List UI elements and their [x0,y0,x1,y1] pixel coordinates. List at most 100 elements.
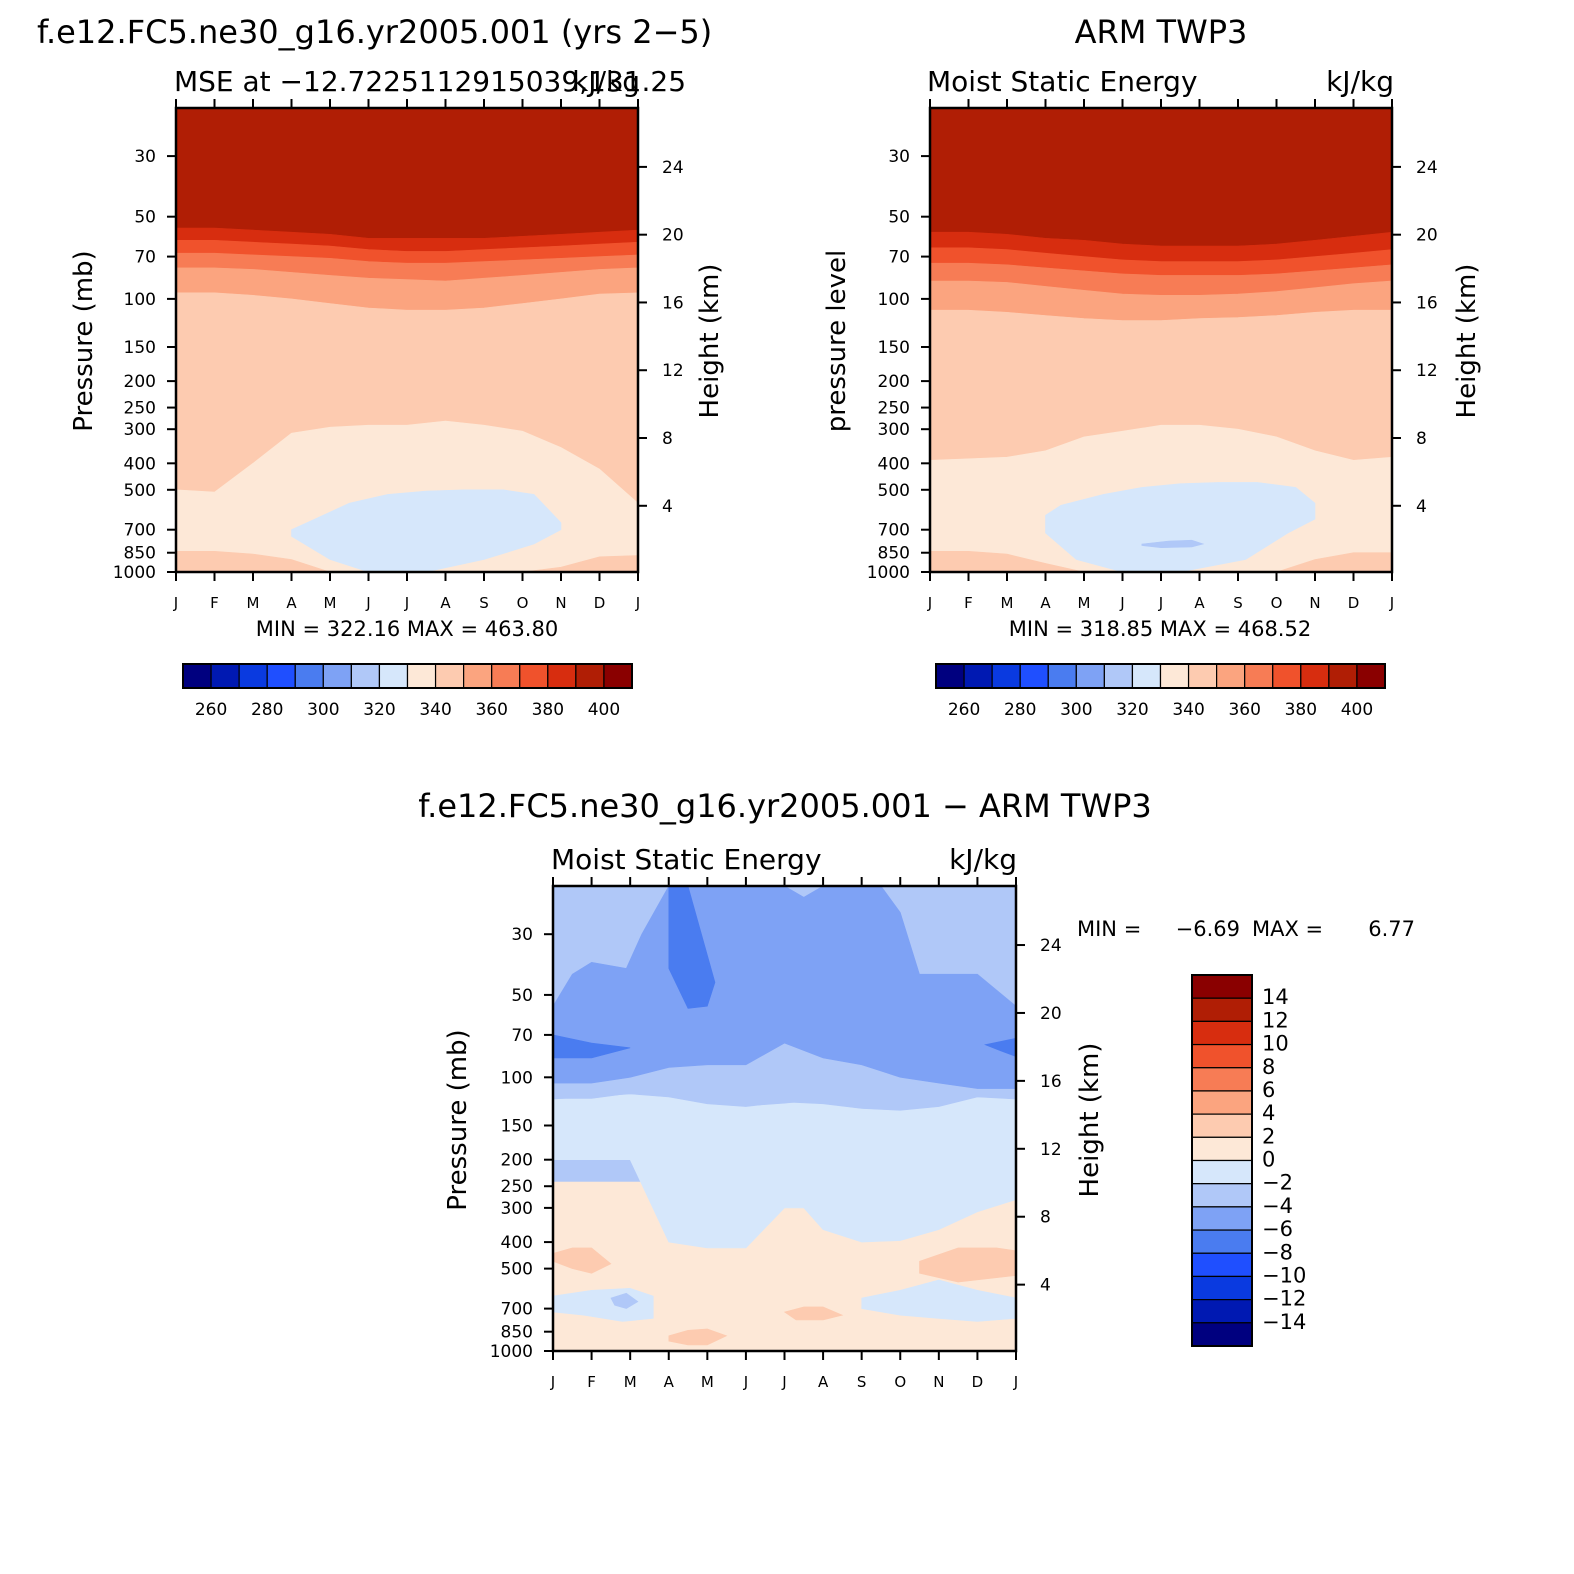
model-y2tick-label-4: 8 [662,429,673,449]
diff-xtick-label-12: J [1013,1373,1018,1391]
obs-colorbar-swatch-3 [1019,663,1049,689]
diff-colorbar-label-2: 10 [1262,1032,1289,1056]
model-ytick-label-10: 700 [124,521,156,541]
diff-colorbar-swatch-2 [1191,1020,1253,1046]
obs-colorbar-swatch-11 [1244,663,1274,689]
diff-colorbar-label-13: −12 [1262,1287,1306,1311]
panel-model-y2label: Height (km) [695,264,725,419]
model-colorbar-swatch-8 [406,663,437,689]
obs-xtick-label-2: M [1001,594,1014,612]
diff-ytick-label-8: 400 [501,1233,533,1253]
diff-colorbar-frame [1191,974,1253,1347]
model-xtick-label-12: J [635,594,640,612]
diff-colorbar-swatch-1 [1191,997,1253,1022]
panel-diff-stats-min-value: −6.69 [1176,917,1240,941]
panel-diff-units-label: kJ/kg [949,843,1017,876]
obs-colorbar-swatch-4 [1047,663,1077,689]
obs-colorbar-swatch-1 [963,663,993,689]
diff-ytick-label-4: 150 [501,1117,533,1137]
obs-colorbar-label-2: 300 [1060,700,1092,720]
obs-ytick-label-1: 50 [888,208,910,228]
model-colorbar-swatch-7 [378,663,409,689]
model-ytick-label-7: 300 [124,420,156,440]
obs-xtick-label-4: M [1078,594,1091,612]
diff-xtick-label-3: A [664,1373,675,1391]
diff-colorbar-label-1: 12 [1262,1008,1289,1032]
obs-ytick-label-7: 300 [878,420,910,440]
model-xtick-label-8: S [479,594,489,612]
panel-model-stats: MIN = 322.16 MAX = 463.80 [256,617,558,641]
model-colorbar-swatch-5 [322,663,352,689]
obs-ytick-label-2: 70 [888,248,910,268]
model-ytick-label-3: 100 [124,290,156,310]
obs-ytick-label-4: 150 [878,338,910,358]
model-xtick-label-11: D [594,594,606,612]
diff-ytick-label-5: 200 [501,1151,533,1171]
diff-colorbar-swatch-14 [1191,1299,1253,1324]
diff-colorbar-swatch-9 [1191,1183,1253,1208]
diff-ytick-label-7: 300 [501,1199,533,1219]
panel-diff-ylabel: Pressure (mb) [443,1029,473,1210]
model-colorbar-swatch-4 [294,663,324,689]
obs-ytick-label-12: 1000 [867,563,910,583]
obs-colorbar-swatch-5 [1075,663,1105,689]
obs-xtick-label-12: J [1389,594,1394,612]
diff-colorbar-label-7: 0 [1262,1148,1275,1172]
diff-colorbar-label-10: −6 [1262,1217,1293,1241]
diff-ytick-label-2: 70 [511,1026,533,1046]
panel-obs-left-label: Moist Static Energy [927,65,1198,98]
obs-colorbar-label-0: 260 [948,700,980,720]
obs-colorbar-label-6: 380 [1285,700,1317,720]
obs-xtick-label-6: J [1158,594,1163,612]
diff-xtick-label-11: D [972,1373,984,1391]
model-colorbar-label-5: 360 [475,700,507,720]
obs-xtick-label-8: S [1233,594,1243,612]
model-colorbar-swatch-11 [491,663,521,689]
model-y2tick-label-2: 16 [662,293,684,313]
model-colorbar-swatch-0 [182,663,212,689]
model-xtick-label-5: J [365,594,370,612]
obs-xtick-label-0: J [927,594,932,612]
model-ytick-label-6: 250 [124,399,156,419]
obs-contour-patch-1 [1141,539,1205,549]
model-colorbar-label-0: 260 [195,700,227,720]
diff-xtick-label-0: J [550,1373,555,1391]
diff-y2tick-label-2: 16 [1040,1072,1062,1092]
panel-diff-stats-max-label: MAX = [1252,917,1323,941]
diff-xtick-label-4: M [701,1373,714,1391]
model-ytick-label-5: 200 [124,372,156,392]
diff-colorbar-swatch-10 [1191,1206,1253,1231]
model-ytick-label-12: 1000 [113,563,156,583]
diff-xtick-label-1: F [587,1373,596,1391]
model-xtick-label-10: N [555,594,566,612]
panel-obs-y2label: Height (km) [1452,264,1482,419]
obs-xtick-label-7: A [1194,594,1205,612]
diff-xtick-label-2: M [624,1373,637,1391]
panel-diff-left-label: Moist Static Energy [551,843,822,876]
diff-colorbar-swatch-12 [1191,1252,1253,1278]
model-y2tick-label-1: 20 [662,226,684,246]
diff-colorbar-swatch-4 [1191,1067,1253,1092]
obs-colorbar-label-3: 320 [1116,700,1148,720]
panel-model-ylabel: Pressure (mb) [69,250,99,431]
model-colorbar-swatch-1 [210,663,240,689]
obs-ytick-label-6: 250 [878,399,910,419]
panel-model-left-label: MSE at −12.7225112915039,131.25 [174,65,686,98]
obs-colorbar-label-1: 280 [1004,700,1036,720]
obs-colorbar-label-5: 360 [1228,700,1260,720]
obs-colorbar-frame [935,663,1386,689]
model-ytick-label-2: 70 [134,248,156,268]
model-y2tick-label-3: 12 [662,361,684,381]
obs-colorbar-swatch-6 [1103,663,1134,689]
obs-ytick-label-5: 200 [878,372,910,392]
obs-contour-band-0 [929,107,1393,247]
panel-obs-ylabel: pressure level [822,250,852,432]
diff-contour-patch-13 [783,1306,844,1321]
obs-colorbar-swatch-13 [1300,663,1330,689]
model-xtick-label-6: J [404,594,409,612]
diff-y2tick-label-4: 8 [1040,1208,1051,1228]
